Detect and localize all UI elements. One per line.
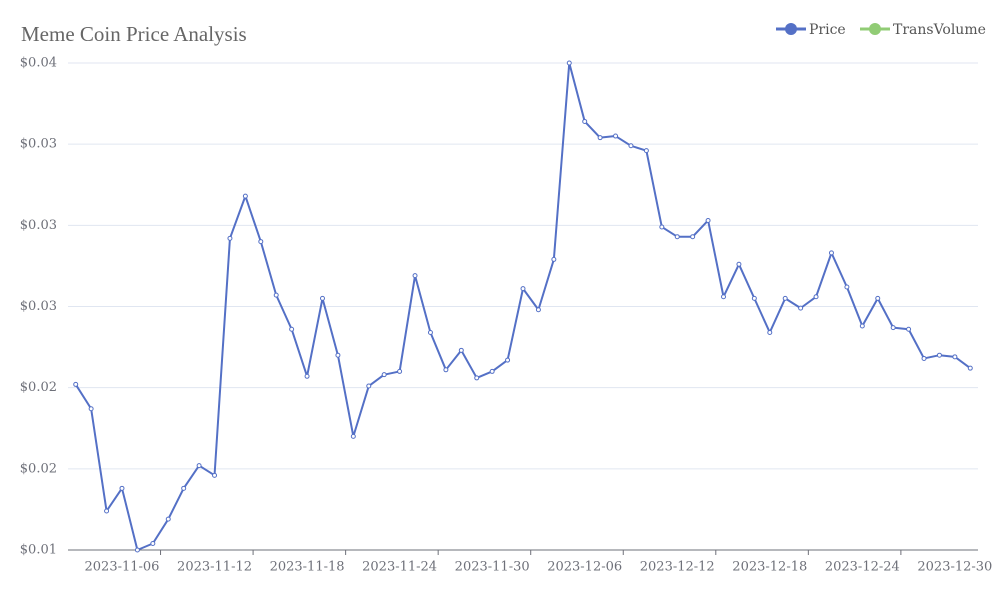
data-point [613, 133, 619, 139]
data-point [319, 295, 325, 301]
x-tick-label: 2023-11-30 [455, 560, 530, 575]
x-tick-label: 2023-12-24 [825, 560, 900, 575]
data-point [119, 485, 125, 491]
x-tick-label: 2023-11-24 [362, 560, 437, 575]
data-point [505, 357, 511, 363]
data-point [690, 234, 696, 240]
data-point [489, 368, 495, 374]
data-point [212, 472, 218, 478]
legend-label: TransVolume [893, 22, 986, 38]
data-point [767, 329, 773, 335]
data-point [196, 463, 202, 469]
data-point [936, 352, 942, 358]
data-point [582, 118, 588, 124]
data-point [844, 284, 850, 290]
data-point [828, 250, 834, 256]
y-tick-label: $0.04 [20, 56, 57, 71]
y-tick-label: $0.03 [20, 218, 57, 233]
data-point [412, 273, 418, 279]
y-tick-label: $0.02 [20, 380, 57, 395]
data-point [181, 485, 187, 491]
data-point [520, 286, 526, 292]
x-tick-label: 2023-11-18 [270, 560, 345, 575]
data-point [350, 433, 356, 439]
x-tick-label: 2023-12-30 [917, 560, 992, 575]
data-point [566, 60, 572, 66]
data-point [535, 307, 541, 313]
y-tick-label: $0.02 [20, 461, 57, 476]
data-point [273, 292, 279, 298]
y-tick-label: $0.01 [20, 543, 57, 558]
legend-item[interactable]: Price [776, 22, 846, 38]
data-point [751, 295, 757, 301]
legend-item[interactable]: TransVolume [860, 22, 986, 38]
data-point [674, 234, 680, 240]
data-point [458, 347, 464, 353]
data-point [165, 516, 171, 522]
data-point [304, 373, 310, 379]
data-point [134, 547, 140, 553]
data-point [906, 326, 912, 332]
x-tick-label: 2023-11-12 [177, 560, 252, 575]
data-point [597, 135, 603, 141]
data-point [782, 295, 788, 301]
data-point [551, 256, 557, 262]
data-point [73, 381, 79, 387]
data-point [967, 365, 973, 371]
x-tick-label: 2023-12-12 [640, 560, 715, 575]
data-point [859, 323, 865, 329]
chart-title: Meme Coin Price Analysis [21, 22, 247, 46]
data-point [921, 355, 927, 361]
data-point [736, 261, 742, 267]
x-tick-label: 2023-12-18 [732, 560, 807, 575]
data-point [150, 541, 156, 547]
legend-icon-dot [869, 23, 881, 35]
data-point [242, 193, 248, 199]
data-point [88, 406, 94, 412]
data-point [705, 217, 711, 223]
x-tick-label: 2023-12-06 [547, 560, 622, 575]
x-tick-label: 2023-11-06 [85, 560, 160, 575]
data-point [643, 148, 649, 154]
data-point [659, 224, 665, 230]
data-point [721, 294, 727, 300]
data-point [875, 295, 881, 301]
data-point [258, 239, 264, 245]
y-tick-label: $0.03 [20, 137, 57, 152]
legend-label: Price [809, 22, 846, 38]
y-tick-label: $0.03 [20, 299, 57, 314]
legend-icon-dot [785, 23, 797, 35]
data-point [366, 383, 372, 389]
data-point [798, 305, 804, 311]
legend: Price TransVolume [776, 22, 986, 38]
data-point [397, 368, 403, 374]
data-point [104, 508, 110, 514]
data-point [381, 372, 387, 378]
data-point [335, 352, 341, 358]
data-point [813, 294, 819, 300]
data-point [890, 325, 896, 331]
data-point [427, 329, 433, 335]
data-point [474, 375, 480, 381]
data-point [628, 143, 634, 149]
data-point [952, 354, 958, 360]
data-point [289, 326, 295, 332]
data-point [227, 235, 233, 241]
data-point [443, 367, 449, 373]
